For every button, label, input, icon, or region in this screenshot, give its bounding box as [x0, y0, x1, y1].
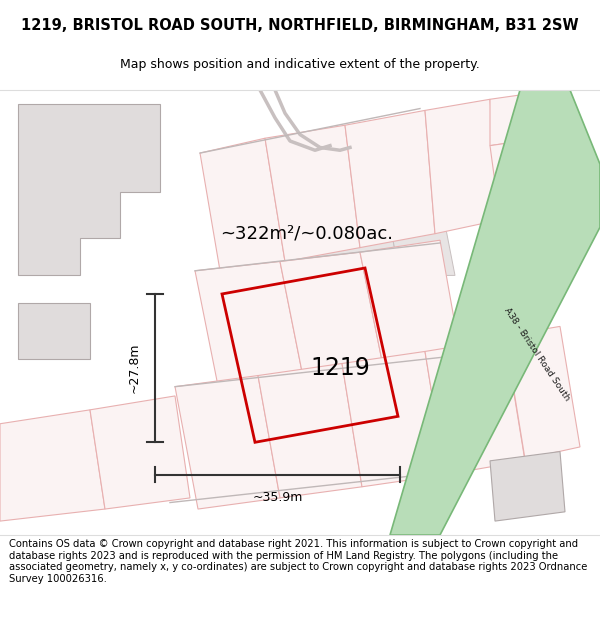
Polygon shape: [195, 261, 305, 396]
Polygon shape: [175, 376, 280, 509]
Polygon shape: [258, 364, 362, 498]
Polygon shape: [0, 410, 105, 521]
Text: ~322m²/~0.080ac.: ~322m²/~0.080ac.: [220, 225, 393, 242]
Text: ~35.9m: ~35.9m: [253, 491, 302, 504]
Polygon shape: [425, 99, 500, 234]
Text: Contains OS data © Crown copyright and database right 2021. This information is : Contains OS data © Crown copyright and d…: [9, 539, 587, 584]
Text: 1219, BRISTOL ROAD SOUTH, NORTHFIELD, BIRMINGHAM, B31 2SW: 1219, BRISTOL ROAD SOUTH, NORTHFIELD, BI…: [21, 18, 579, 32]
Polygon shape: [490, 136, 555, 220]
Polygon shape: [345, 111, 435, 248]
Polygon shape: [390, 90, 600, 535]
Polygon shape: [505, 326, 580, 459]
Polygon shape: [425, 339, 525, 475]
Text: A38 - Bristol Road South: A38 - Bristol Road South: [502, 306, 572, 402]
Polygon shape: [245, 150, 400, 276]
Polygon shape: [490, 451, 565, 521]
Polygon shape: [490, 90, 555, 146]
Polygon shape: [280, 253, 385, 387]
Polygon shape: [18, 104, 160, 276]
Polygon shape: [375, 148, 455, 276]
Polygon shape: [342, 351, 445, 487]
Text: ~27.8m: ~27.8m: [128, 343, 141, 393]
Text: Map shows position and indicative extent of the property.: Map shows position and indicative extent…: [120, 58, 480, 71]
Polygon shape: [265, 125, 360, 261]
Polygon shape: [200, 138, 285, 271]
Polygon shape: [360, 240, 462, 376]
Text: 1219: 1219: [310, 356, 370, 380]
Polygon shape: [90, 396, 190, 509]
Polygon shape: [18, 303, 90, 359]
